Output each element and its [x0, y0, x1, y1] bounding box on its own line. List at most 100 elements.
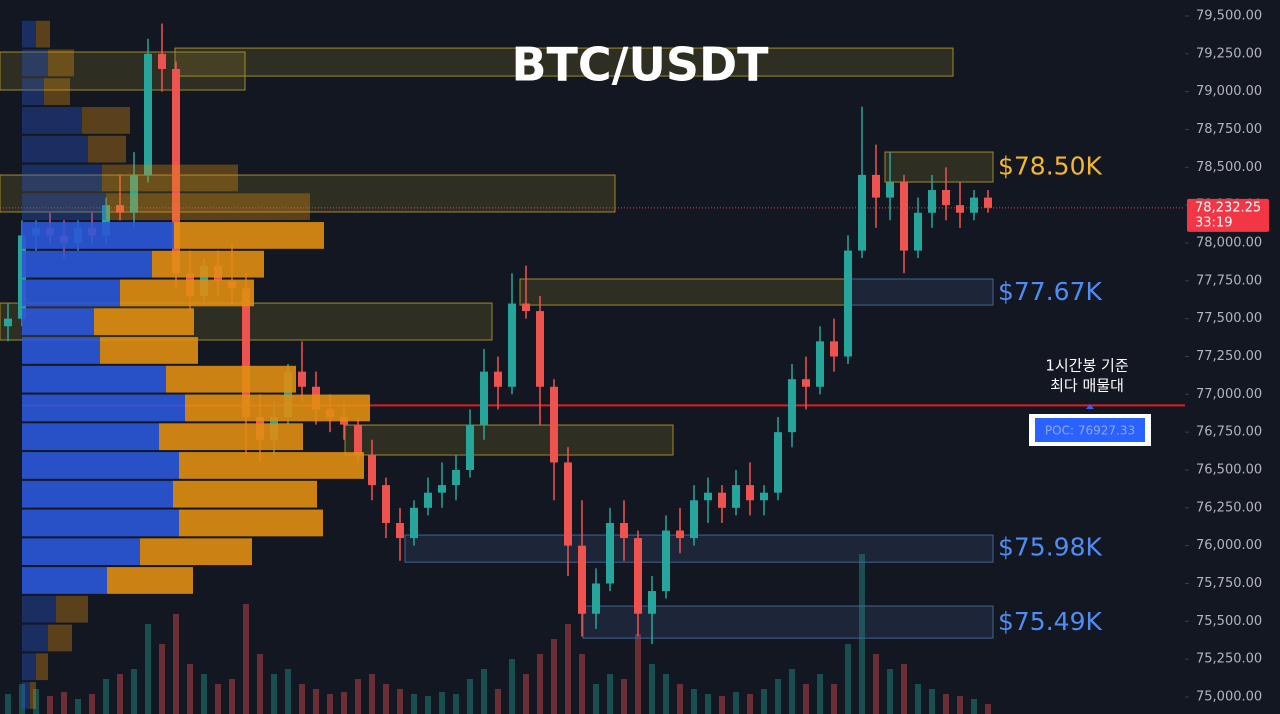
volume-bar [747, 694, 753, 714]
volume-bar [873, 654, 879, 714]
candle-body [802, 379, 810, 387]
zone [519, 278, 851, 306]
zone [582, 605, 994, 639]
volume-bar [243, 604, 249, 714]
profile-sell [159, 423, 303, 451]
candle-body [606, 522, 614, 584]
profile-sell [166, 365, 296, 393]
profile-buy [22, 423, 159, 451]
volume-bar [257, 654, 263, 714]
candle-body [928, 190, 936, 213]
profile-buy [22, 164, 102, 192]
volume-bar [943, 694, 949, 714]
y-tick-label: 76,750.00 [1196, 425, 1262, 440]
y-tick-label: 76,000.00 [1196, 538, 1262, 553]
volume-bar [61, 692, 67, 714]
candle-body [410, 507, 418, 539]
volume-bar [523, 674, 529, 714]
volume-bar [649, 664, 655, 714]
profile-buy [22, 509, 179, 537]
profile-buy [22, 595, 56, 623]
profile-buy [22, 452, 179, 479]
y-tick-label: 75,500.00 [1196, 614, 1262, 629]
volume-bar [985, 704, 991, 714]
candle-body [466, 424, 474, 470]
candle-body [634, 538, 642, 614]
volume-bar [761, 689, 767, 714]
volume-bar [369, 674, 375, 714]
volume-bar [957, 696, 963, 714]
volume-bar [733, 692, 739, 714]
profile-buy [22, 653, 36, 681]
price-label: $75.98K [998, 533, 1102, 562]
profile-buy [22, 394, 185, 422]
candle-body [424, 492, 432, 508]
candle-body [662, 530, 670, 592]
profile-buy [22, 78, 44, 106]
volume-bar [971, 699, 977, 714]
profile-sell [48, 624, 72, 652]
candle-body [578, 545, 586, 614]
candle-body [242, 288, 250, 418]
candle-body [984, 197, 992, 208]
zone [404, 534, 994, 563]
volume-bar [397, 689, 403, 714]
pointer [1086, 404, 1094, 409]
profile-buy [22, 624, 48, 652]
volume-bar [705, 694, 711, 714]
profile-sell [36, 653, 48, 681]
volume-bar [341, 692, 347, 714]
volume-bar [495, 689, 501, 714]
profile-sell [100, 337, 198, 364]
profile-buy [22, 20, 36, 48]
volume-bar [299, 684, 305, 714]
y-tick-label: 79,250.00 [1196, 46, 1262, 61]
profile-sell [152, 250, 264, 278]
volume-bar [593, 684, 599, 714]
candle-body [130, 174, 138, 213]
poc-box-inner [1035, 418, 1145, 442]
profile-sell [140, 538, 252, 566]
candle-body [788, 379, 796, 433]
candle-body [522, 303, 530, 312]
candle-body [970, 197, 978, 213]
candle-body [298, 371, 306, 387]
volume-bar [313, 689, 319, 714]
volume-bar [621, 679, 627, 714]
candle-body [438, 485, 446, 493]
candle-body [536, 311, 544, 387]
candle-body [676, 530, 684, 539]
profile-buy [22, 337, 100, 364]
volume-bar [89, 694, 95, 714]
volume-bar [453, 694, 459, 714]
chart-title: BTC/USDT [511, 38, 769, 92]
profile-sell [106, 193, 310, 221]
profile-buy [22, 682, 30, 709]
volume-bar [271, 674, 277, 714]
volume-bar [803, 684, 809, 714]
candle-body [172, 68, 180, 274]
poc-label: POC: 76927.33 [1045, 424, 1135, 438]
candle-body [620, 522, 628, 539]
volume-bar [635, 634, 641, 714]
plot-area [0, 20, 1185, 714]
candle-body [592, 583, 600, 614]
profile-buy [22, 193, 106, 221]
profile-sell [179, 509, 323, 537]
profile-buy [22, 250, 152, 278]
y-tick-label: 78,500.00 [1196, 160, 1262, 175]
candle-body [844, 250, 852, 357]
candle-body [858, 174, 866, 251]
profile-sell [48, 49, 74, 77]
profile-buy [22, 107, 82, 134]
price-label: $75.49K [998, 607, 1102, 636]
volume-bar [131, 669, 137, 714]
volume-bar [859, 554, 865, 714]
y-tick-label: 77,750.00 [1196, 273, 1262, 288]
y-tick-label: 77,250.00 [1196, 349, 1262, 364]
volume-bar [537, 654, 543, 714]
volume-bar [901, 664, 907, 714]
volume-bar [831, 684, 837, 714]
profile-sell [94, 308, 194, 336]
volume-bar [145, 624, 151, 714]
